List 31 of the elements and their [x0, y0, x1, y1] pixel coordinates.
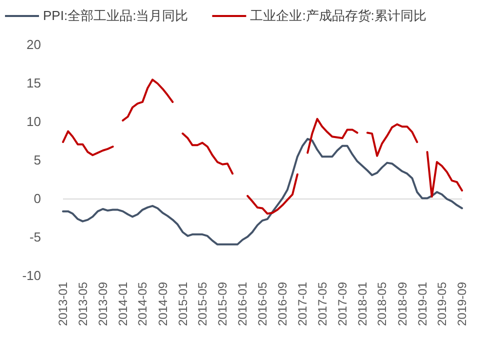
x-tick-label: 2015-09	[216, 282, 230, 326]
x-tick-label: 2014-09	[156, 282, 170, 326]
x-tick-label: 2015-05	[196, 282, 210, 326]
x-tick-label: 2013-09	[96, 282, 110, 326]
y-tick-label: -10	[22, 268, 41, 284]
x-tick-label: 2016-01	[236, 282, 250, 326]
x-tick-label: 2019-05	[435, 282, 450, 326]
x-tick-label: 2018-05	[375, 282, 390, 326]
y-tick-label: 0	[34, 191, 41, 206]
x-tick-label: 2016-09	[276, 282, 290, 326]
x-tick-label: 2018-09	[395, 282, 410, 326]
x-tick-label: 2017-01	[296, 282, 310, 326]
x-tick-label: 2013-01	[56, 282, 70, 326]
x-tick-label: 2014-05	[136, 282, 150, 326]
x-tick-label: 2015-01	[176, 282, 190, 326]
x-tick-label: 2019-01	[415, 282, 430, 326]
x-tick-label: 2017-09	[336, 282, 350, 326]
line-series	[62, 138, 463, 246]
legend-label: 工业企业:产成品存货:累计同比	[250, 8, 426, 23]
y-tick-label: 20	[26, 37, 41, 52]
x-tick-label: 2016-05	[256, 282, 270, 326]
y-tick-label: -5	[29, 230, 41, 245]
x-tick-label: 2014-01	[116, 282, 130, 326]
x-tick-label: 2019-09	[455, 282, 470, 326]
y-tick-label: 10	[26, 114, 41, 130]
y-tick-label: 5	[34, 152, 41, 168]
x-tick-label: 2018-01	[356, 282, 370, 326]
x-tick-label: 2013-05	[76, 282, 90, 326]
y-tick-label: 15	[26, 76, 41, 91]
x-tick-label: 2017-05	[315, 282, 330, 326]
legend-label: PPI:全部工业品:当月同比	[43, 8, 188, 23]
